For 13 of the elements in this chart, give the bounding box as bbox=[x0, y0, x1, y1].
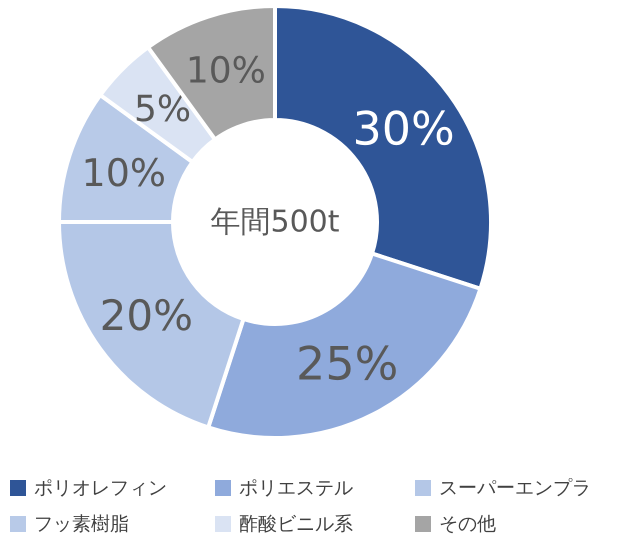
data-label: 5% bbox=[134, 89, 192, 130]
data-label: 20% bbox=[100, 290, 194, 340]
legend-label: フッ素樹脂 bbox=[34, 513, 129, 535]
legend-label: その他 bbox=[439, 513, 496, 535]
data-label: 25% bbox=[296, 336, 398, 391]
data-label: 30% bbox=[352, 102, 455, 156]
data-label: 10% bbox=[82, 150, 166, 195]
legend-label: スーパーエンプラ bbox=[439, 477, 591, 499]
text: 年間500t bbox=[210, 204, 340, 240]
legend-label: ポリエステル bbox=[239, 477, 353, 499]
legend-label: 酢酸ビニル系 bbox=[239, 513, 353, 535]
legend-label: ポリオレフィン bbox=[34, 477, 167, 499]
data-label: 10% bbox=[186, 50, 266, 92]
